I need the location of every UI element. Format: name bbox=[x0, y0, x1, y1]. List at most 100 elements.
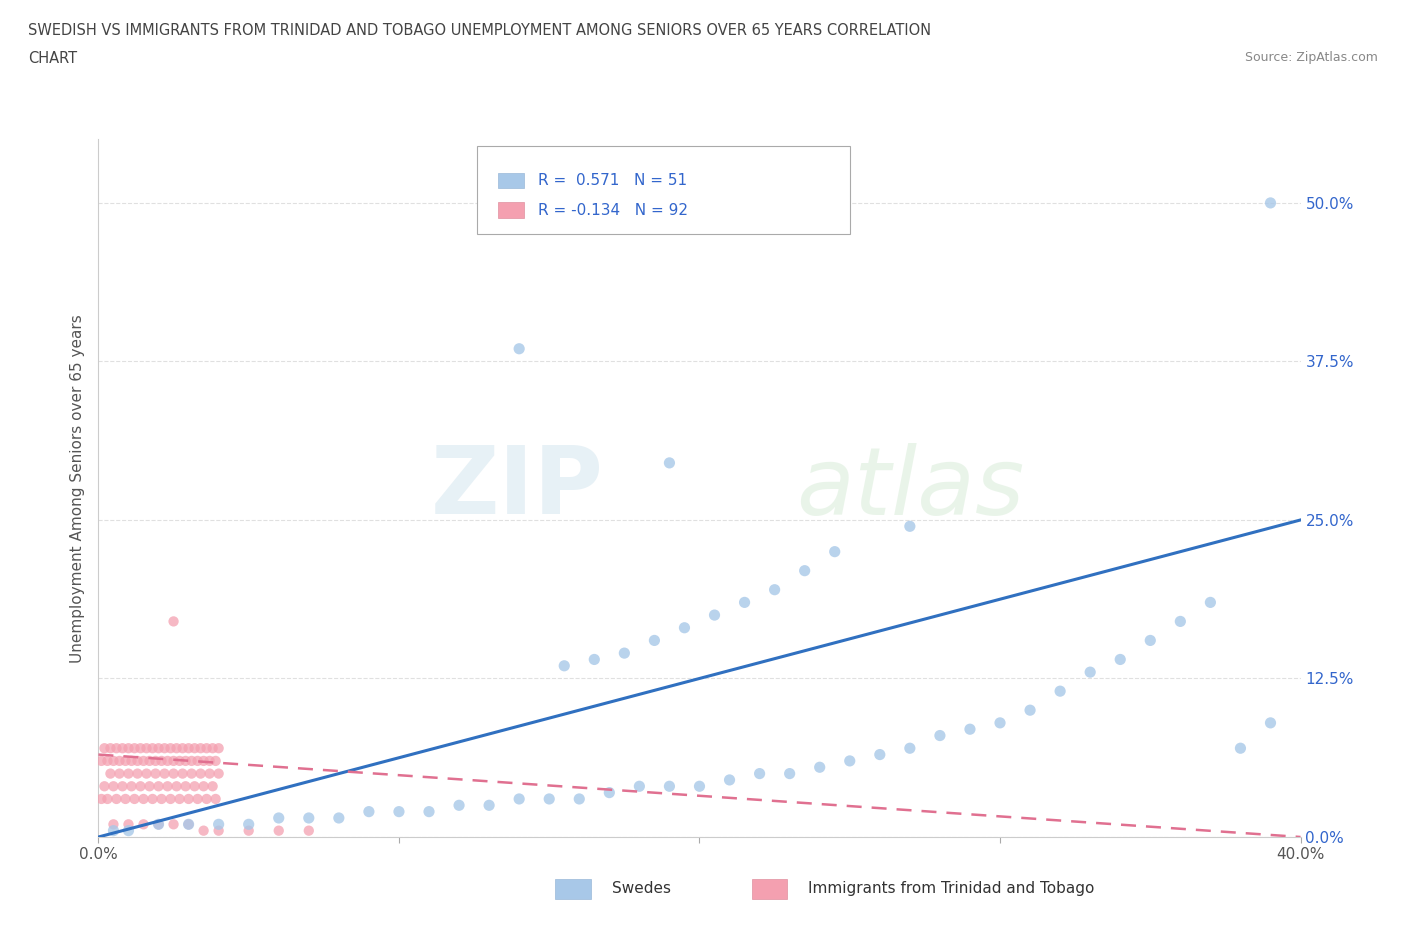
Point bbox=[298, 823, 321, 838]
Point bbox=[138, 753, 160, 768]
Point bbox=[734, 595, 756, 610]
Point bbox=[96, 753, 118, 768]
Point bbox=[162, 614, 184, 629]
Point bbox=[166, 778, 188, 793]
Point bbox=[93, 741, 115, 756]
Point bbox=[153, 741, 176, 756]
Point bbox=[114, 791, 136, 806]
Point bbox=[166, 741, 188, 756]
Point bbox=[598, 785, 620, 800]
Point bbox=[108, 753, 131, 768]
Point bbox=[357, 804, 380, 819]
Text: atlas: atlas bbox=[796, 443, 1024, 534]
Point bbox=[124, 791, 146, 806]
Point bbox=[141, 741, 163, 756]
Point bbox=[328, 811, 350, 826]
Point bbox=[180, 766, 202, 781]
Point bbox=[628, 778, 651, 793]
Point bbox=[177, 817, 200, 831]
Point bbox=[100, 766, 122, 781]
Point bbox=[238, 823, 260, 838]
Point bbox=[538, 791, 561, 806]
Point bbox=[1199, 595, 1222, 610]
Point bbox=[613, 645, 636, 660]
Point bbox=[1049, 684, 1071, 698]
Point bbox=[187, 791, 209, 806]
Point bbox=[138, 778, 160, 793]
Point bbox=[1078, 665, 1101, 680]
Point bbox=[193, 823, 215, 838]
Point bbox=[808, 760, 831, 775]
Point bbox=[418, 804, 440, 819]
Point bbox=[183, 778, 205, 793]
Point bbox=[193, 753, 215, 768]
Point bbox=[117, 741, 139, 756]
Point bbox=[658, 456, 681, 471]
Point bbox=[959, 722, 981, 737]
Point bbox=[127, 753, 149, 768]
Point bbox=[150, 791, 173, 806]
Point bbox=[145, 766, 167, 781]
Point bbox=[96, 791, 118, 806]
Point bbox=[121, 778, 143, 793]
Point bbox=[703, 607, 725, 622]
Text: CHART: CHART bbox=[28, 51, 77, 66]
Point bbox=[568, 791, 591, 806]
Point bbox=[150, 753, 173, 768]
Point bbox=[838, 753, 860, 768]
Point bbox=[117, 823, 139, 838]
Point bbox=[100, 741, 122, 756]
Point bbox=[508, 791, 530, 806]
Point bbox=[177, 791, 200, 806]
Point bbox=[105, 791, 128, 806]
Point bbox=[1139, 633, 1161, 648]
Point bbox=[553, 658, 575, 673]
Point bbox=[298, 811, 321, 826]
Point bbox=[779, 766, 801, 781]
Point bbox=[162, 817, 184, 831]
Point bbox=[1260, 195, 1282, 210]
Point bbox=[658, 778, 681, 793]
Point bbox=[174, 778, 197, 793]
Point bbox=[169, 753, 191, 768]
Point bbox=[208, 766, 231, 781]
Point bbox=[141, 791, 163, 806]
Point bbox=[159, 741, 181, 756]
Point bbox=[156, 778, 179, 793]
Point bbox=[148, 778, 170, 793]
Point bbox=[478, 798, 501, 813]
Point bbox=[204, 791, 226, 806]
Point bbox=[105, 741, 128, 756]
Point bbox=[145, 753, 167, 768]
Point bbox=[193, 778, 215, 793]
Point bbox=[162, 766, 184, 781]
Point bbox=[824, 544, 846, 559]
Point bbox=[180, 753, 202, 768]
Point bbox=[718, 773, 741, 788]
Point bbox=[162, 753, 184, 768]
Point bbox=[201, 741, 224, 756]
Point bbox=[117, 766, 139, 781]
Point bbox=[793, 564, 815, 578]
Point bbox=[201, 778, 224, 793]
Point bbox=[508, 341, 530, 356]
Point bbox=[689, 778, 711, 793]
Point bbox=[108, 766, 131, 781]
Point bbox=[177, 817, 200, 831]
Point bbox=[929, 728, 952, 743]
Point bbox=[159, 791, 181, 806]
Point bbox=[132, 817, 155, 831]
Point bbox=[132, 791, 155, 806]
Text: SWEDISH VS IMMIGRANTS FROM TRINIDAD AND TOBAGO UNEMPLOYMENT AMONG SENIORS OVER 6: SWEDISH VS IMMIGRANTS FROM TRINIDAD AND … bbox=[28, 23, 931, 38]
Point bbox=[190, 741, 212, 756]
Text: Swedes: Swedes bbox=[612, 881, 671, 896]
Point bbox=[121, 753, 143, 768]
Point bbox=[190, 766, 212, 781]
Point bbox=[208, 823, 231, 838]
Point bbox=[156, 753, 179, 768]
Point bbox=[187, 753, 209, 768]
Point bbox=[148, 817, 170, 831]
Point bbox=[204, 753, 226, 768]
Point bbox=[177, 741, 200, 756]
Point bbox=[129, 778, 152, 793]
